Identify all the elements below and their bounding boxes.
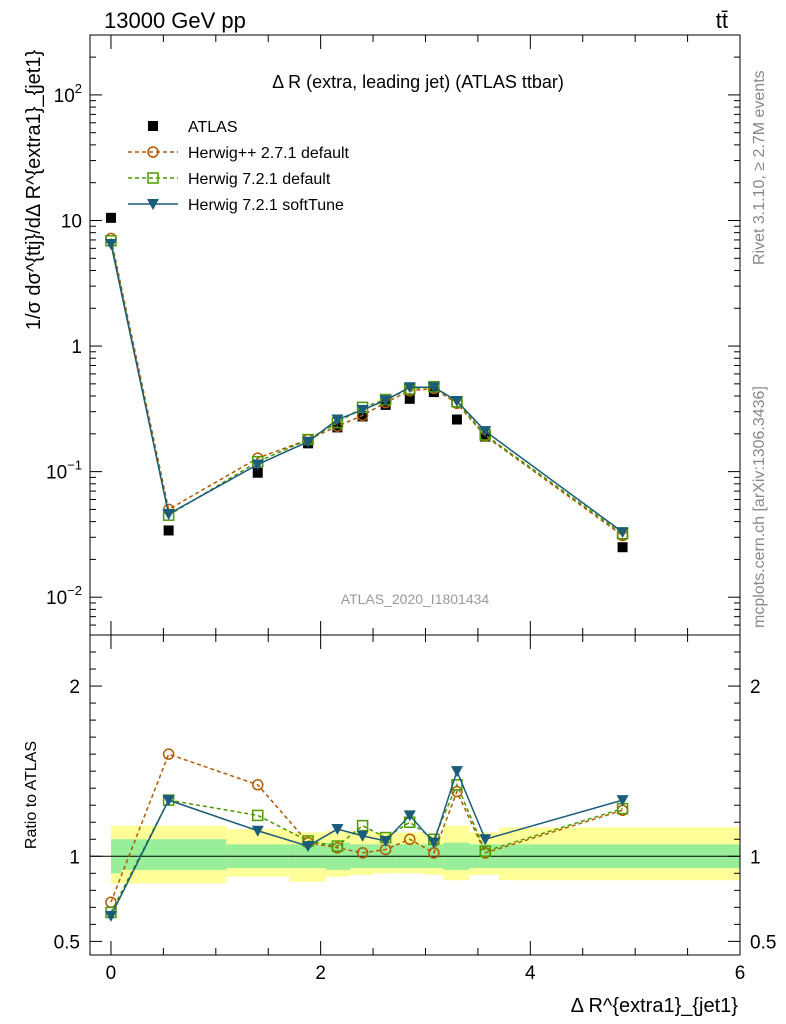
ratio-data-point xyxy=(251,779,264,791)
data-point xyxy=(451,414,462,425)
ratio-y-tick-label: 0.5 xyxy=(54,932,80,953)
data-point xyxy=(105,212,116,223)
ratio-y-tick-label-right: 1 xyxy=(750,847,761,868)
data-point xyxy=(479,426,492,438)
ratio-panel: 0.5 0.5 1 1 2 2 0 2 4 6 Ratio to ATLAS Δ R^{extra1}… xyxy=(23,634,776,1017)
data-point xyxy=(331,414,344,426)
ratio-series-herwig-7-2-1-softtune xyxy=(104,766,629,922)
x-tick-label: 4 xyxy=(525,963,536,984)
ratio-data-point xyxy=(403,810,416,822)
ratio-data-point xyxy=(479,845,491,857)
legend-label: Herwig 7.2.1 default xyxy=(188,171,331,188)
legend-marker xyxy=(148,121,158,131)
legend-item: ATLAS xyxy=(148,119,238,136)
ratio-data-point xyxy=(162,795,175,807)
x-tick-label: 6 xyxy=(735,963,746,984)
series-line xyxy=(110,240,624,535)
data-point xyxy=(163,525,174,536)
legend-marker xyxy=(147,199,159,210)
data-point xyxy=(251,459,264,471)
ratio-data-point xyxy=(616,795,629,807)
ratio-series-line xyxy=(110,753,623,903)
ratio-plot-frame xyxy=(89,634,741,956)
y-axis-label: 1/σ dσ^{ttj}/dΔ R^{extra1}_{jet1} xyxy=(23,50,45,331)
energy-label: 13000 GeV pp xyxy=(104,8,246,33)
ratio-y-tick-label: 1 xyxy=(69,847,80,868)
ratio-data-point xyxy=(302,841,315,853)
y-tick-label: 10 xyxy=(61,211,82,232)
ratio-data-point xyxy=(162,748,175,760)
ratio-y-tick-label: 2 xyxy=(69,677,80,698)
data-point xyxy=(617,542,628,553)
ratio-data-point xyxy=(479,834,492,846)
ratio-series-line xyxy=(110,769,623,917)
stat-uncertainty-band xyxy=(121,839,227,870)
series-line xyxy=(110,238,624,537)
data-point xyxy=(379,395,392,407)
ratio-data-point xyxy=(331,824,344,836)
series-herwig-2-7-1-default xyxy=(105,232,629,542)
x-axis-label: Δ R^{extra1}_{jet1} xyxy=(571,995,739,1017)
ratio-data-point xyxy=(104,910,117,922)
analysis-watermark: ATLAS_2020_I1801434 xyxy=(341,591,490,607)
legend-label: ATLAS xyxy=(188,119,238,136)
legend-item: Herwig++ 2.7.1 default xyxy=(128,145,350,162)
ratio-data-point xyxy=(356,830,369,842)
ratio-data-point xyxy=(356,819,369,832)
data-point xyxy=(616,527,629,539)
data-point xyxy=(104,238,117,250)
ratio-data-point xyxy=(331,840,344,852)
y-tick-label: 10−2 xyxy=(46,583,82,609)
series-herwig-7-2-1-default xyxy=(105,234,629,540)
data-point xyxy=(162,508,175,520)
y-tick-label: 10−1 xyxy=(46,458,82,484)
process-label: tt̄ xyxy=(716,8,728,33)
series-herwig-7-2-1-softtune xyxy=(104,238,629,539)
legend-marker xyxy=(147,146,159,158)
ratio-y-tick-label-right: 2 xyxy=(750,677,761,698)
data-point xyxy=(252,467,263,478)
legend-marker xyxy=(147,172,159,184)
main-panel: 10−2 10−1 1 10 102 1/σ dσ^{ttj}/dΔ R^{extra1}… xyxy=(23,34,741,636)
ratio-data-point xyxy=(427,837,440,849)
rivet-version-label: Rivet 3.1.10, ≥ 2.7M events xyxy=(751,70,768,265)
legend: ATLAS Herwig++ 2.7.1 default Herwig 7.2.1 … xyxy=(128,119,350,214)
ratio-data-point xyxy=(356,847,369,859)
data-point xyxy=(357,411,368,422)
data-point xyxy=(302,436,315,448)
data-point xyxy=(356,404,369,416)
series-line xyxy=(110,243,624,533)
ratio-data-point xyxy=(251,809,264,822)
ratio-y-axis-label: Ratio to ATLAS xyxy=(23,741,40,849)
data-point xyxy=(404,393,415,404)
ratio-data-point xyxy=(404,833,416,846)
ratio-y-tick-label-right: 0.5 xyxy=(750,932,776,953)
y-tick-label: 102 xyxy=(54,81,82,107)
legend-item: Herwig 7.2.1 default xyxy=(128,171,331,188)
legend-item: Herwig 7.2.1 softTune xyxy=(128,197,344,214)
x-tick-label: 0 xyxy=(106,963,117,984)
plot-title: Δ R (extra, leading jet) (ATLAS ttbar) xyxy=(272,72,564,92)
ratio-data-point xyxy=(379,835,392,847)
legend-label: Herwig++ 2.7.1 default xyxy=(188,145,350,162)
data-point xyxy=(450,396,463,408)
data-point xyxy=(403,382,416,394)
ratio-series-line xyxy=(110,782,623,913)
legend-label: Herwig 7.2.1 softTune xyxy=(188,197,344,214)
data-point xyxy=(427,382,440,394)
y-tick-label: 1 xyxy=(71,337,82,358)
mcplots-reference-label: mcplots.cern.ch [arXiv:1306.3436] xyxy=(751,386,768,628)
ratio-data-point xyxy=(450,766,463,778)
ratio-data-point xyxy=(251,825,264,837)
x-tick-label: 2 xyxy=(315,963,326,984)
